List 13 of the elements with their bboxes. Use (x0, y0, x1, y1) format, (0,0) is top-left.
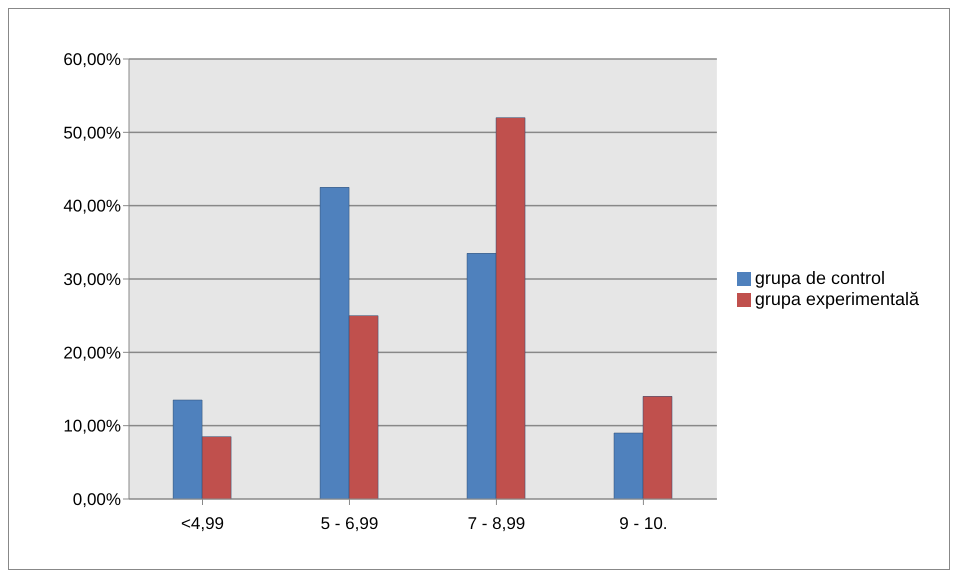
x-tick-label: <4,99 (180, 514, 224, 534)
x-tick-label: 7 - 8,99 (468, 514, 526, 534)
x-tick-label: 9 - 10. (619, 514, 668, 534)
y-tick-label: 30,00% (63, 270, 121, 290)
legend-label: grupa experimentală (754, 289, 919, 309)
y-tick-label: 0,00% (72, 490, 121, 510)
y-tick-label: 20,00% (63, 343, 121, 362)
y-tick-label: 60,00% (63, 50, 121, 70)
y-tick-label: 10,00% (63, 416, 121, 436)
y-tick-label: 40,00% (63, 196, 121, 216)
x-tick-label: 5 - 6,99 (320, 514, 378, 534)
legend-label: grupa de control (754, 268, 885, 288)
y-tick-label: 50,00% (63, 123, 121, 142)
